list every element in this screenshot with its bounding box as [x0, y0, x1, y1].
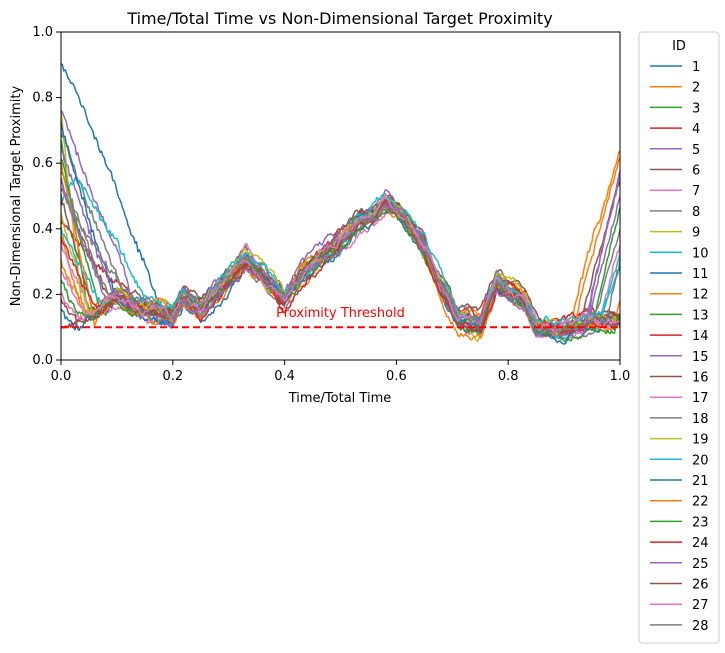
- legend-item-22: 22: [650, 495, 709, 510]
- legend-label: 15: [692, 350, 709, 365]
- legend-item-15: 15: [650, 350, 709, 365]
- y-tick-label: 0.8: [32, 91, 53, 106]
- legend-item-23: 23: [650, 515, 709, 530]
- legend-label: 26: [692, 578, 709, 593]
- legend-label: 4: [692, 122, 700, 137]
- legend-label: 16: [692, 371, 709, 386]
- legend-label: 10: [692, 246, 709, 261]
- legend-item-16: 16: [650, 371, 709, 386]
- legend-item-28: 28: [650, 619, 709, 634]
- legend-label: 14: [692, 329, 709, 344]
- legend-label: 20: [692, 453, 709, 468]
- legend-label: 23: [692, 515, 709, 530]
- legend-item-8: 8: [650, 205, 700, 220]
- threshold-layer: Proximity Threshold: [61, 306, 620, 329]
- legend-label: 2: [692, 81, 700, 96]
- legend-label: 19: [692, 433, 709, 448]
- legend-label: 24: [692, 536, 709, 551]
- y-tick-label: 0.0: [32, 353, 53, 368]
- legend-item-27: 27: [650, 598, 709, 613]
- series-line-19: [60, 196, 621, 335]
- legend-item-7: 7: [650, 184, 700, 199]
- legend-label: 11: [692, 267, 709, 282]
- legend-label: 21: [692, 474, 709, 489]
- legend-item-3: 3: [650, 101, 700, 116]
- legend-label: 22: [692, 495, 709, 510]
- legend-item-17: 17: [650, 391, 709, 406]
- legend-label: 9: [692, 226, 700, 241]
- legend-item-19: 19: [650, 433, 709, 448]
- legend-item-10: 10: [650, 246, 709, 261]
- legend-label: 3: [692, 101, 700, 116]
- y-tick-label: 0.6: [32, 156, 53, 171]
- legend-item-1: 1: [650, 60, 700, 75]
- legend-item-13: 13: [650, 308, 709, 323]
- y-axis: 0.0 0.2 0.4 0.6 0.8 1.0: [32, 25, 61, 368]
- legend-item-12: 12: [650, 288, 709, 303]
- legend-item-6: 6: [650, 164, 700, 179]
- legend-label: 6: [692, 164, 700, 179]
- legend-item-11: 11: [650, 267, 709, 282]
- x-tick-label: 1.0: [610, 369, 631, 384]
- legend-item-5: 5: [650, 143, 700, 158]
- legend-label: 8: [692, 205, 700, 220]
- legend-item-24: 24: [650, 536, 709, 551]
- legend-item-9: 9: [650, 226, 700, 241]
- x-tick-label: 0.4: [274, 369, 295, 384]
- legend-item-14: 14: [650, 329, 709, 344]
- legend-item-2: 2: [650, 81, 700, 96]
- legend-label: 1: [692, 60, 700, 75]
- legend-item-25: 25: [650, 557, 709, 572]
- legend: ID 1234567891011121314151617181920212223…: [638, 31, 720, 644]
- legend-label: 5: [692, 143, 700, 158]
- y-tick-label: 0.4: [32, 222, 53, 237]
- legend-item-18: 18: [650, 412, 709, 427]
- y-axis-label: Non-Dimensional Target Proximity: [9, 86, 24, 307]
- x-tick-label: 0.8: [498, 369, 519, 384]
- x-axis: 0.0 0.2 0.4 0.6 0.8 1.0: [51, 360, 631, 384]
- series-layer: [60, 63, 621, 345]
- legend-label: 7: [692, 184, 700, 199]
- chart-title: Time/Total Time vs Non-Dimensional Targe…: [126, 9, 552, 28]
- legend-label: 13: [692, 308, 709, 323]
- legend-label: 28: [692, 619, 709, 634]
- legend-label: 18: [692, 412, 709, 427]
- series-line-28: [60, 188, 621, 335]
- legend-title: ID: [672, 39, 686, 54]
- y-tick-label: 0.2: [32, 287, 53, 302]
- x-tick-label: 0.2: [162, 369, 183, 384]
- legend-label: 12: [692, 288, 709, 303]
- legend-item-20: 20: [650, 453, 709, 468]
- legend-items: 1234567891011121314151617181920212223242…: [650, 60, 709, 634]
- legend-frame: [638, 31, 720, 644]
- x-tick-label: 0.6: [386, 369, 407, 384]
- x-tick-label: 0.0: [51, 369, 72, 384]
- legend-label: 27: [692, 598, 709, 613]
- y-tick-label: 1.0: [32, 25, 53, 40]
- legend-item-21: 21: [650, 474, 709, 489]
- legend-item-26: 26: [650, 578, 709, 593]
- x-axis-label: Time/Total Time: [288, 391, 392, 406]
- series-line-27: [60, 194, 621, 332]
- legend-label: 25: [692, 557, 709, 572]
- plot-frame: [60, 31, 621, 361]
- legend-label: 17: [692, 391, 709, 406]
- legend-item-4: 4: [650, 122, 700, 137]
- threshold-label: Proximity Threshold: [276, 306, 405, 321]
